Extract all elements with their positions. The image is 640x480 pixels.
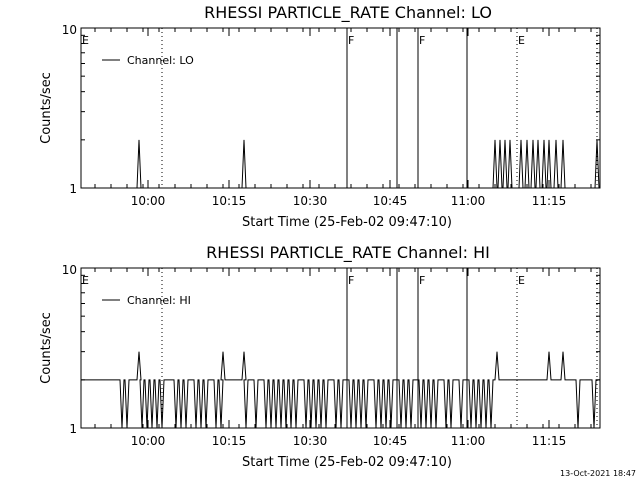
event-marker-label: E — [82, 274, 89, 287]
x-tick-label: 10:30 — [293, 194, 328, 208]
event-marker-label: F — [348, 274, 354, 287]
event-marker-label: E — [518, 274, 525, 287]
event-marker-label: F — [348, 34, 354, 47]
x-tick-label: 11:15 — [532, 434, 567, 448]
chart-title-hi: RHESSI PARTICLE_RATE Channel: HI — [206, 243, 490, 263]
x-tick-label: 11:00 — [451, 194, 486, 208]
legend-label: Channel: HI — [127, 294, 191, 307]
x-tick-label: 11:00 — [451, 434, 486, 448]
y-tick-label: 10 — [62, 23, 77, 37]
y-axis-label-lo: Counts/sec — [39, 72, 54, 144]
x-tick-label: 10:00 — [131, 194, 166, 208]
series-line — [81, 139, 600, 189]
x-tick-label: 10:45 — [373, 434, 408, 448]
x-tick-label: 10:15 — [212, 194, 247, 208]
legend-label: Channel: LO — [127, 54, 194, 67]
timestamp: 13-Oct-2021 18:47 — [560, 469, 636, 478]
y-tick-label: 1 — [69, 182, 77, 196]
event-marker-label: E — [518, 34, 525, 47]
event-marker-label: F — [419, 274, 425, 287]
y-axis-label-hi: Counts/sec — [39, 312, 54, 384]
x-tick-label: 11:15 — [532, 194, 567, 208]
x-axis-label-hi: Start Time (25-Feb-02 09:47:10) — [242, 455, 452, 470]
x-tick-label: 10:15 — [212, 434, 247, 448]
x-axis-label-lo: Start Time (25-Feb-02 09:47:10) — [242, 215, 452, 230]
x-tick-label: 10:30 — [293, 434, 328, 448]
plot-panel-lo: 10 1 10:00 10:15 10:30 10:45 11:00 11:15 E F F E Cha… — [62, 23, 601, 208]
x-tick-label: 10:00 — [131, 434, 166, 448]
y-tick-label: 1 — [69, 422, 77, 436]
plot-panel-hi: 10 1 10:00 10:15 10:30 10:45 11:00 11:15 E F F E Cha… — [62, 263, 601, 448]
series-line — [81, 351, 600, 429]
y-tick-label: 10 — [62, 263, 77, 277]
x-tick-label: 10:45 — [373, 194, 408, 208]
event-marker-label: E — [82, 34, 89, 47]
event-marker-label: F — [419, 34, 425, 47]
chart-title-lo: RHESSI PARTICLE_RATE Channel: LO — [204, 3, 492, 23]
